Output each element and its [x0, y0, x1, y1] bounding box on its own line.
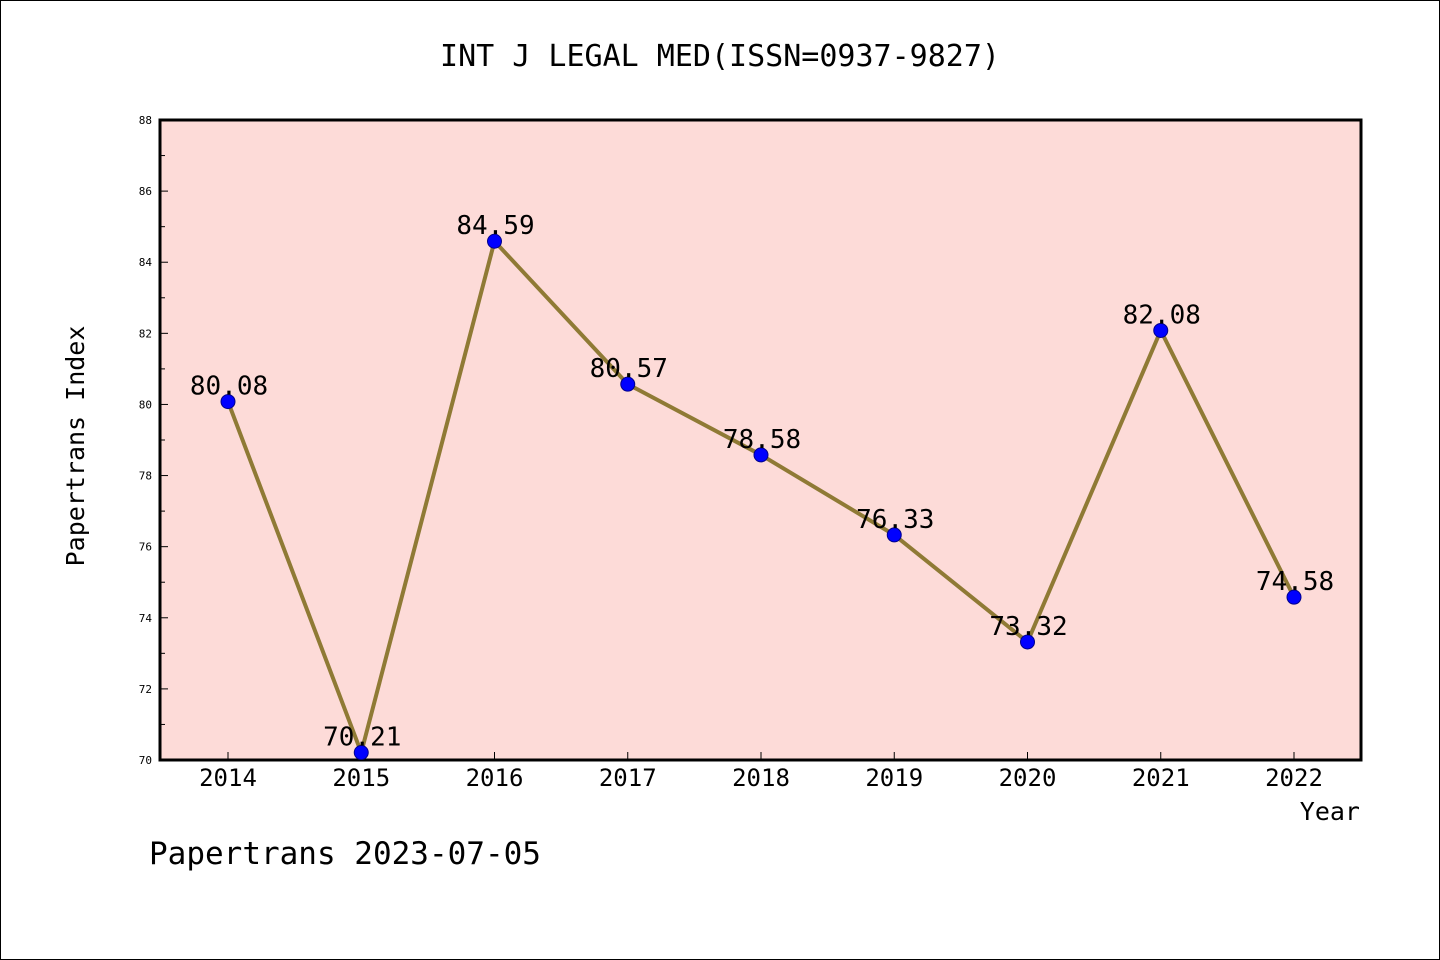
- data-label: 80.08: [190, 372, 268, 402]
- data-label: 74.58: [1256, 567, 1334, 597]
- x-axis: 2014 2015 2016 2017 2018 2019 2020 2021 2022: [199, 752, 1323, 792]
- y-axis: 70 72 74 76 78 80 82 84 86 88: [139, 114, 168, 767]
- data-point: [886, 527, 902, 543]
- data-point: [1153, 322, 1169, 338]
- x-tick-label: 2021: [1132, 764, 1190, 792]
- data-label: 76.33: [856, 505, 934, 535]
- y-tick-label: 78: [139, 470, 152, 483]
- y-tick-label: 72: [139, 683, 152, 696]
- x-tick-label: 2018: [732, 764, 790, 792]
- data-label: 70.21: [323, 723, 401, 753]
- y-axis-label: Papertrans Index: [61, 326, 90, 567]
- y-tick-label: 70: [139, 754, 152, 767]
- data-label: 73.32: [989, 612, 1067, 642]
- x-tick-label: 2016: [466, 764, 524, 792]
- data-point: [620, 376, 636, 392]
- x-tick-label: 2015: [332, 764, 390, 792]
- y-tick-label: 74: [139, 612, 153, 625]
- y-tick-label: 86: [139, 185, 152, 198]
- x-tick-label: 2017: [599, 764, 657, 792]
- y-tick-label: 84: [139, 256, 153, 269]
- y-tick-label: 76: [139, 541, 152, 554]
- chart-title: INT J LEGAL MED(ISSN=0937-9827): [440, 39, 1000, 74]
- x-tick-label: 2014: [199, 764, 257, 792]
- x-tick-label: 2020: [999, 764, 1057, 792]
- data-point: [1020, 634, 1035, 650]
- data-point: [353, 745, 369, 761]
- y-tick-label: 80: [139, 398, 152, 411]
- data-point: [753, 447, 769, 463]
- x-axis-label: Year: [1300, 797, 1360, 826]
- y-tick-label: 88: [139, 114, 152, 127]
- data-point: [487, 233, 502, 249]
- data-labels: 80.08 70.21 84.59 80.57 78.58 76.33 73.32 82.08…: [190, 211, 1334, 752]
- data-label: 82.08: [1123, 300, 1201, 330]
- plot-area: [158, 118, 1363, 762]
- footer-text: Papertrans 2023-07-05: [149, 836, 541, 872]
- data-label: 84.59: [456, 211, 534, 241]
- data-points: [220, 233, 1302, 761]
- x-tick-label: 2019: [865, 764, 923, 792]
- data-label: 78.58: [723, 425, 801, 455]
- data-point: [1286, 589, 1302, 605]
- x-tick-label: 2022: [1265, 764, 1323, 792]
- data-label: 80.57: [590, 354, 668, 384]
- data-point: [220, 394, 236, 410]
- y-tick-label: 82: [139, 327, 152, 340]
